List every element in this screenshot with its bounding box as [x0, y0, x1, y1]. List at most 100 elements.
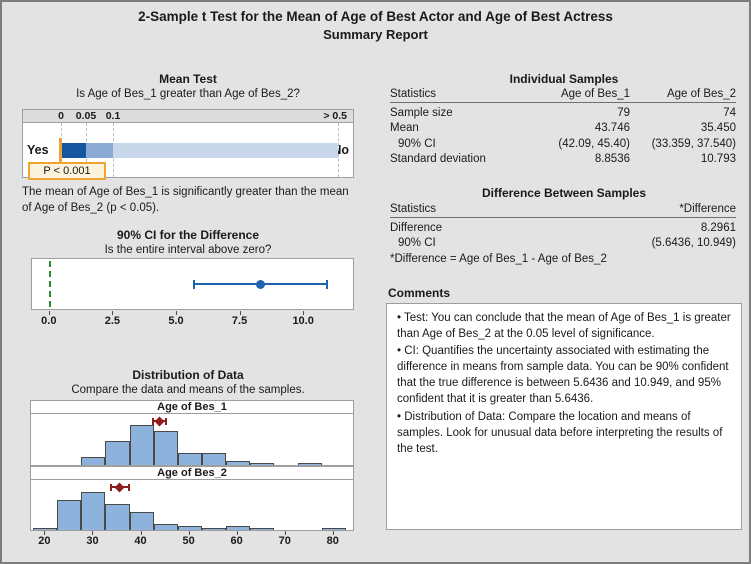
difference-title: Difference Between Samples	[481, 186, 647, 200]
mean-ci-upper-cap	[127, 483, 130, 491]
column-header-difference: *Difference	[679, 203, 736, 215]
row-label: 90% CI	[398, 237, 436, 250]
gauge-segment-marginal	[86, 143, 113, 158]
row-label: 90% CI	[398, 137, 436, 150]
axis-tick-label: 10.0	[292, 315, 314, 327]
histogram-bar	[177, 526, 202, 530]
histogram-bar	[225, 526, 250, 530]
column-header-sample-2: Age of Bes_2	[666, 88, 736, 100]
ci-plot	[31, 258, 354, 310]
histogram-bar	[297, 463, 322, 465]
row-value: 74	[723, 107, 736, 119]
histogram-bar	[105, 504, 130, 530]
gridline	[338, 123, 339, 177]
axis-tick	[303, 311, 305, 315]
histogram-age-of-bes-1	[30, 414, 354, 466]
axis-tick-label: 0.0	[41, 315, 57, 327]
table-row: Standard deviation 8.8536 10.793	[390, 152, 736, 167]
column-header-statistics: Statistics	[390, 203, 437, 215]
histogram-bar	[201, 453, 226, 465]
row-value: (5.6436, 10.949)	[651, 237, 736, 250]
histogram-bar	[33, 528, 58, 530]
distribution-subtitle: Compare the data and means of the sample…	[71, 384, 305, 396]
row-label: Difference	[390, 222, 443, 234]
axis-tick	[140, 531, 142, 535]
axis-tick	[92, 531, 94, 535]
table-row: Sample size 79 74	[390, 106, 736, 121]
histogram-bar	[177, 453, 202, 465]
row-value: 43.746	[594, 122, 630, 135]
row-label: Sample size	[390, 107, 453, 119]
mean-test-title: Mean Test	[159, 72, 217, 86]
histogram-panel-label-1: Age of Bes_1	[30, 400, 354, 414]
ci-title: 90% CI for the Difference	[116, 228, 260, 242]
scale-tick-01: 0.1	[105, 110, 121, 122]
axis-tick-label: 20	[38, 535, 51, 547]
histogram-bar	[105, 441, 130, 465]
axis-tick-label: 7.5	[231, 315, 248, 327]
axis-tick	[112, 311, 114, 315]
histogram-bar	[129, 512, 154, 530]
axis-tick	[48, 311, 50, 315]
axis-tick	[44, 531, 46, 535]
histogram-bar	[249, 463, 274, 465]
histogram-bar	[57, 500, 82, 530]
axis-tick	[188, 531, 190, 535]
report-title: 2-Sample t Test for the Mean of Age of B…	[138, 9, 613, 24]
mean-marker	[154, 416, 165, 426]
mean-marker	[114, 482, 125, 492]
axis-tick	[332, 531, 334, 535]
row-label: Mean	[390, 122, 419, 135]
histogram-bar	[249, 528, 274, 530]
histogram-axis: 20 30 40 50 60 70 80	[30, 531, 354, 549]
mean-ci-lower-cap	[151, 417, 154, 425]
comment-bullet: • Test: You can conclude that the mean o…	[397, 312, 731, 341]
histogram-bar	[321, 528, 346, 530]
row-value: 35.450	[700, 122, 736, 135]
axis-tick	[239, 311, 241, 315]
column-header-sample-1: Age of Bes_1	[560, 88, 630, 100]
axis-tick-label: 50	[182, 535, 195, 547]
table-header-row: Statistics Age of Bes_1 Age of Bes_2	[390, 88, 736, 103]
histogram-bar	[201, 528, 226, 530]
histogram-bar	[153, 431, 178, 465]
axis-tick-label: 80	[326, 535, 339, 547]
axis-tick	[284, 531, 286, 535]
histogram-bar	[81, 492, 106, 530]
mean-test-conclusion: The mean of Age of Bes_1 is significantl…	[22, 186, 349, 214]
axis-tick	[236, 531, 238, 535]
p-value-marker	[59, 138, 62, 164]
scale-tick-gt05: > 0.5	[323, 110, 347, 122]
comments-box: • Test: You can conclude that the mean o…	[386, 303, 742, 530]
report-subtitle: Summary Report	[323, 27, 428, 42]
individual-samples-table: Statistics Age of Bes_1 Age of Bes_2 Sam…	[390, 88, 736, 168]
row-value: (33.359, 37.540)	[651, 137, 736, 150]
column-header-statistics: Statistics	[390, 88, 437, 100]
ci-axis: 0.0 2.5 5.0 7.5 10.0	[31, 311, 354, 329]
axis-tick-label: 60	[230, 535, 243, 547]
row-value: 8.8536	[594, 153, 630, 166]
axis-tick-label: 70	[278, 535, 291, 547]
difference-table: Statistics *Difference Difference 8.2961 9…	[390, 203, 736, 267]
mean-ci-lower-cap	[109, 483, 112, 491]
table-row: 90% CI (42.09, 45.40) (33.359, 37.540)	[390, 137, 736, 152]
axis-tick-label: 5.0	[168, 315, 184, 327]
table-row: Mean 43.746 35.450	[390, 121, 736, 136]
axis-tick-label: 30	[86, 535, 99, 547]
row-value: 79	[617, 107, 630, 119]
row-value: (42.09, 45.40)	[558, 137, 630, 150]
table-row: Difference 8.2961	[390, 221, 736, 236]
scale-tick-005: 0.05	[75, 110, 97, 122]
scale-tick-0: 0	[58, 110, 64, 122]
histogram-bar	[129, 425, 154, 465]
histogram-age-of-bes-2	[30, 480, 354, 531]
comment-bullet: • Distribution of Data: Compare the loca…	[397, 410, 723, 455]
zero-reference-line	[48, 261, 51, 307]
ci-upper-cap	[326, 279, 329, 289]
histogram-bar	[81, 457, 106, 465]
row-label: Standard deviation	[390, 153, 486, 166]
row-value: 10.793	[700, 153, 736, 166]
histogram-bar	[153, 524, 178, 530]
distribution-title: Distribution of Data	[132, 368, 244, 382]
